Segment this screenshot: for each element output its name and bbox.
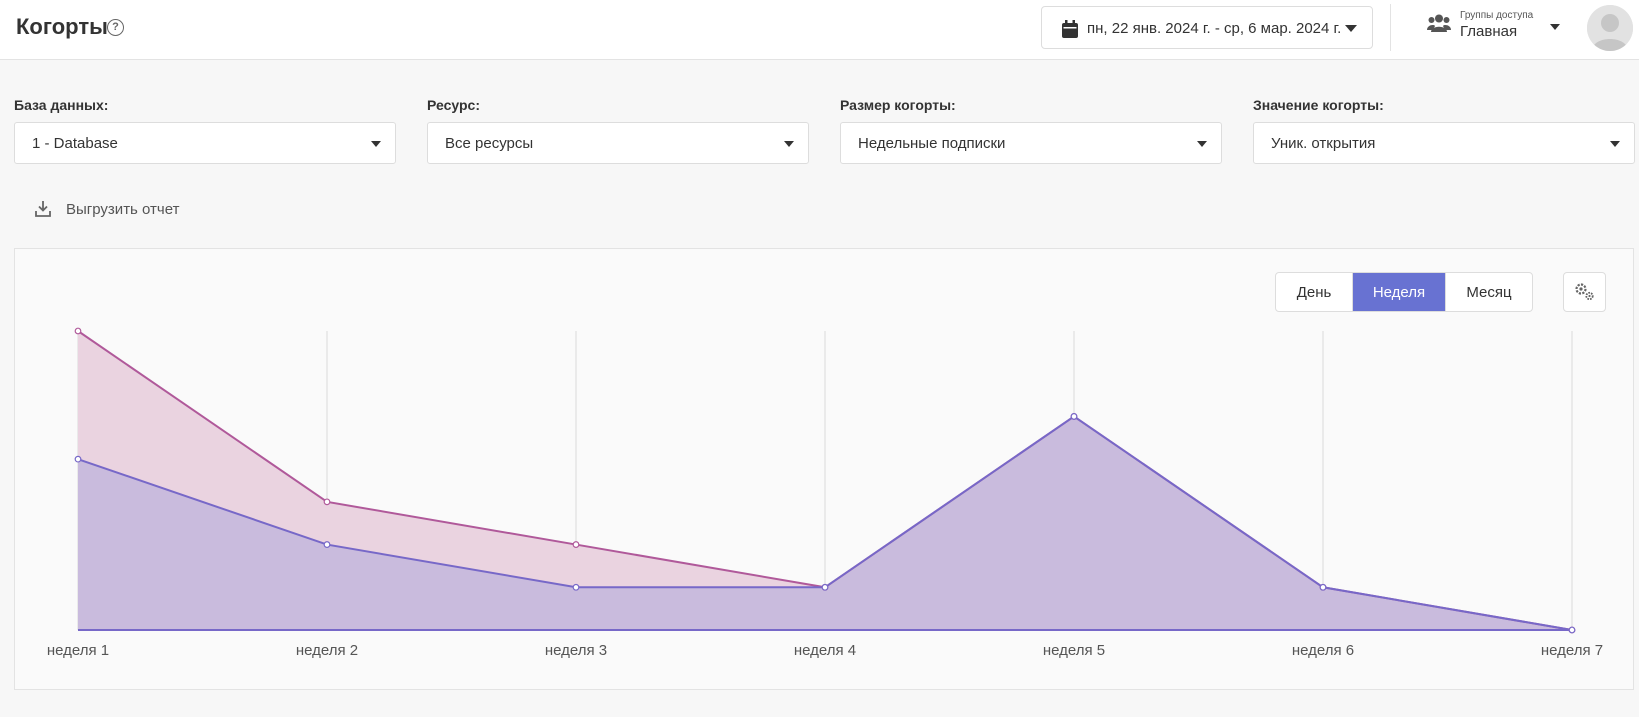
download-icon (35, 201, 51, 217)
chevron-down-icon (784, 141, 794, 147)
cohort-size-select-value: Недельные подписки (858, 135, 1006, 152)
x-tick-label: неделя 6 (1292, 642, 1354, 659)
series-1-point (323, 498, 331, 506)
date-range-text: пн, 22 янв. 2024 г. - ср, 6 мар. 2024 г. (1087, 20, 1342, 37)
cohort-size-select[interactable]: Недельные подписки (840, 122, 1222, 164)
database-label: База данных: (14, 97, 109, 113)
resource-select-value: Все ресурсы (445, 135, 534, 152)
gear-icon (1575, 283, 1594, 301)
database-select[interactable]: 1 - Database (14, 122, 396, 164)
x-tick-label: неделя 3 (545, 642, 607, 659)
series-1-point (572, 541, 580, 548)
x-tick-label: неделя 5 (1043, 642, 1105, 659)
chevron-down-icon (1550, 24, 1560, 30)
period-toggle: День Неделя Месяц (1275, 272, 1533, 312)
access-group-label: Группы доступа (1460, 10, 1534, 21)
period-week-button[interactable]: Неделя (1353, 273, 1446, 311)
users-icon (1427, 14, 1451, 32)
help-icon[interactable]: ? (107, 19, 124, 36)
calendar-icon (1062, 20, 1078, 38)
period-month-button[interactable]: Месяц (1466, 283, 1512, 301)
chevron-down-icon (1610, 141, 1620, 147)
series-2-point (572, 583, 580, 591)
x-tick-label: неделя 1 (47, 642, 109, 659)
avatar[interactable] (1587, 5, 1633, 51)
series-1-point (74, 327, 82, 335)
x-tick-label: неделя 2 (296, 642, 358, 659)
resource-label: Ресурс: (427, 97, 480, 113)
chart-settings-button[interactable] (1563, 272, 1606, 312)
chevron-down-icon (1345, 25, 1357, 32)
series-2-point (821, 583, 829, 591)
cohort-value-select-value: Уник. открытия (1271, 135, 1376, 152)
avatar-icon (1587, 5, 1633, 51)
cohort-value-label: Значение когорты: (1253, 97, 1384, 113)
access-group-selector[interactable]: Группы доступа Главная (1425, 8, 1565, 48)
series-2-point (1070, 413, 1078, 420)
top-header: Когорты ? пн, 22 янв. 2024 г. - ср, 6 ма… (0, 0, 1639, 60)
export-report-label: Выгрузить отчет (66, 201, 180, 218)
cohort-size-label: Размер когорты: (840, 97, 956, 113)
x-tick-label: неделя 4 (794, 642, 856, 659)
chevron-down-icon (371, 141, 381, 147)
series-2-point (323, 541, 331, 548)
series-2-area (78, 416, 1572, 630)
series-2-point (74, 455, 82, 463)
date-range-picker[interactable]: пн, 22 янв. 2024 г. - ср, 6 мар. 2024 г. (1041, 6, 1373, 49)
period-day-button[interactable]: День (1276, 273, 1353, 311)
page-title: Когорты (16, 14, 108, 39)
x-tick-label: неделя 7 (1541, 642, 1603, 659)
chevron-down-icon (1197, 141, 1207, 147)
series-2-point (1319, 583, 1327, 591)
header-divider (1390, 4, 1391, 51)
series-2-point (1568, 626, 1576, 634)
access-group-value: Главная (1460, 23, 1518, 40)
resource-select[interactable]: Все ресурсы (427, 122, 809, 164)
database-select-value: 1 - Database (32, 135, 118, 152)
cohort-value-select[interactable]: Уник. открытия (1253, 122, 1635, 164)
